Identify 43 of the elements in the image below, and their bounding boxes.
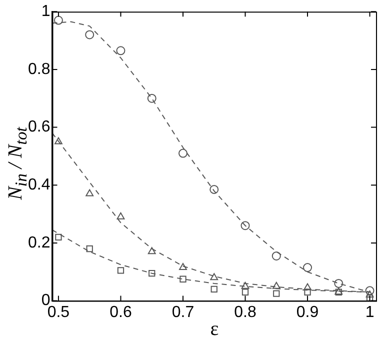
x-tick-label: 0.7 xyxy=(172,304,194,321)
point xyxy=(304,288,311,296)
point xyxy=(303,263,312,272)
point xyxy=(54,137,62,144)
point xyxy=(116,212,125,220)
y-tick-label: 0.2 xyxy=(28,234,50,252)
point xyxy=(272,251,281,260)
point xyxy=(366,294,374,301)
point xyxy=(366,290,374,298)
point xyxy=(210,286,218,293)
point xyxy=(210,273,218,280)
point xyxy=(242,288,249,296)
x-tick-label: 0.5 xyxy=(47,304,70,321)
point xyxy=(180,276,186,282)
point xyxy=(86,189,94,196)
y-tick-label: 0.8 xyxy=(28,60,50,78)
y-tick-label: 1 xyxy=(41,3,50,20)
point xyxy=(241,282,250,289)
point xyxy=(54,16,63,25)
point xyxy=(304,283,312,290)
x-tick-label: 0.9 xyxy=(296,304,319,321)
point xyxy=(240,221,250,230)
point xyxy=(148,270,156,277)
x-tick-label: 0.6 xyxy=(110,304,132,321)
point xyxy=(272,282,280,289)
point xyxy=(178,148,188,158)
x-tick-label: 0.8 xyxy=(234,304,256,321)
x-axis-title: ε xyxy=(210,318,219,340)
point xyxy=(365,286,374,296)
y-tick-label: 0.4 xyxy=(28,176,50,194)
point xyxy=(85,30,94,40)
x-tick-label: 1 xyxy=(365,304,374,321)
point xyxy=(147,94,156,103)
point xyxy=(86,245,93,252)
point xyxy=(334,278,344,288)
point xyxy=(55,234,62,241)
point xyxy=(116,46,126,56)
point xyxy=(273,290,280,297)
point xyxy=(148,247,156,254)
point xyxy=(179,263,187,270)
point xyxy=(210,184,219,194)
point xyxy=(117,267,124,274)
y-tick-label: 0.6 xyxy=(28,118,50,136)
